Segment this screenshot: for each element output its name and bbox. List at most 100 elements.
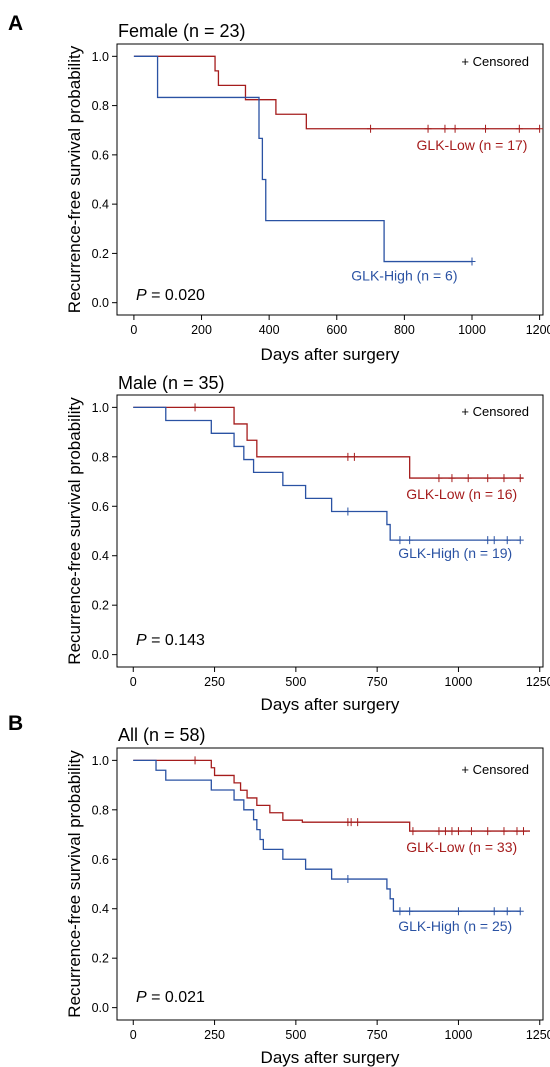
censor-mark-low bbox=[350, 452, 358, 461]
censor-mark-low bbox=[500, 474, 508, 483]
y-tick-label: 0.0 bbox=[92, 1001, 109, 1015]
censor-mark-low bbox=[516, 474, 524, 483]
y-tick-label: 0.4 bbox=[92, 902, 109, 916]
censor-mark-high bbox=[468, 257, 476, 266]
x-tick-label: 0 bbox=[130, 1028, 137, 1042]
censor-mark-low bbox=[191, 756, 199, 765]
censor-mark-low bbox=[451, 124, 459, 133]
y-tick-label: 1.0 bbox=[92, 754, 109, 768]
series-label-low: GLK-Low (n = 33) bbox=[406, 839, 517, 855]
chart-title: Male (n = 35) bbox=[118, 373, 225, 393]
y-tick-label: 0.8 bbox=[92, 99, 109, 113]
chart-title: Female (n = 23) bbox=[118, 21, 246, 41]
plot-frame bbox=[116, 747, 544, 1021]
chart-panel-3: B All (n = 58) 0.0 0.2 0.4 0.6 0.8 1.0 0 250 500 75… bbox=[8, 712, 550, 1067]
censor-mark-low bbox=[484, 827, 492, 836]
y-tick-label: 0.8 bbox=[92, 803, 109, 817]
p-value-number: = 0.143 bbox=[147, 632, 205, 649]
x-tick-label: 250 bbox=[204, 1028, 225, 1042]
y-tick-label: 0.2 bbox=[92, 599, 109, 613]
censor-mark-low bbox=[515, 124, 523, 133]
x-tick-label: 750 bbox=[367, 675, 388, 689]
series-line-high bbox=[133, 55, 472, 263]
x-tick-label: 500 bbox=[285, 675, 306, 689]
y-tick-label: 0.6 bbox=[92, 148, 109, 162]
censor-mark-low bbox=[482, 124, 490, 133]
series-label-high: GLK-High (n = 6) bbox=[351, 268, 457, 284]
x-axis-label: Days after surgery bbox=[261, 695, 400, 714]
x-tick-label: 200 bbox=[191, 323, 212, 337]
y-tick-label: 0.2 bbox=[92, 952, 109, 966]
censor-mark-high bbox=[344, 507, 352, 516]
y-tick-label: 0.0 bbox=[92, 296, 109, 310]
censor-mark-low bbox=[484, 474, 492, 483]
p-symbol: P bbox=[136, 287, 147, 304]
y-tick-label: 0.8 bbox=[92, 450, 109, 464]
y-tick-label: 0.6 bbox=[92, 853, 109, 867]
y-tick-label: 0.4 bbox=[92, 198, 109, 212]
x-tick-label: 1250 bbox=[526, 675, 550, 689]
censor-mark-high bbox=[396, 907, 404, 916]
p-symbol: P bbox=[136, 632, 147, 649]
x-tick-label: 600 bbox=[326, 323, 347, 337]
y-tick-label: 0.0 bbox=[92, 648, 109, 662]
series-label-high: GLK-High (n = 25) bbox=[398, 918, 512, 934]
censor-mark-low bbox=[454, 827, 462, 836]
censor-mark-low bbox=[519, 827, 527, 836]
censor-mark-high bbox=[503, 536, 511, 545]
series-label-high: GLK-High (n = 19) bbox=[398, 545, 512, 561]
p-value-label: P = 0.020 bbox=[136, 287, 205, 304]
plot-frame bbox=[116, 43, 544, 316]
y-tick-label: 1.0 bbox=[92, 50, 109, 64]
chart-title: All (n = 58) bbox=[118, 725, 206, 745]
x-tick-label: 400 bbox=[259, 323, 280, 337]
p-symbol: P bbox=[136, 989, 147, 1006]
censored-legend: + Censored bbox=[461, 404, 529, 419]
censor-mark-high bbox=[454, 907, 462, 916]
censored-legend: + Censored bbox=[461, 762, 529, 777]
x-tick-label: 1250 bbox=[526, 1028, 550, 1042]
censor-mark-high bbox=[406, 907, 414, 916]
x-tick-label: 500 bbox=[285, 1028, 306, 1042]
censor-mark-high bbox=[396, 536, 404, 545]
censor-mark-low bbox=[500, 827, 508, 836]
panel-letter: B bbox=[8, 712, 23, 735]
series-line-high bbox=[133, 759, 521, 912]
censor-mark-low bbox=[409, 827, 417, 836]
series-label-low: GLK-Low (n = 16) bbox=[406, 486, 517, 502]
censor-mark-low bbox=[467, 827, 475, 836]
censor-mark-low bbox=[513, 827, 521, 836]
x-tick-label: 1000 bbox=[445, 1028, 473, 1042]
censor-mark-low bbox=[464, 474, 472, 483]
panel-letter: A bbox=[8, 12, 23, 35]
censor-mark-low bbox=[448, 827, 456, 836]
x-axis-label: Days after surgery bbox=[261, 345, 400, 364]
x-axis-label: Days after surgery bbox=[261, 1048, 400, 1067]
censor-mark-low bbox=[441, 827, 449, 836]
censor-mark-low bbox=[435, 827, 443, 836]
x-tick-label: 0 bbox=[130, 323, 137, 337]
censor-mark-low bbox=[424, 124, 432, 133]
censor-mark-low bbox=[191, 403, 199, 412]
p-value-label: P = 0.021 bbox=[136, 989, 205, 1006]
series-line-low bbox=[133, 406, 524, 479]
x-tick-label: 800 bbox=[394, 323, 415, 337]
p-value-number: = 0.020 bbox=[147, 287, 205, 304]
censor-mark-high bbox=[516, 907, 524, 916]
censor-mark-low bbox=[435, 474, 443, 483]
p-value-label: P = 0.143 bbox=[136, 632, 205, 649]
censor-mark-high bbox=[484, 536, 492, 545]
plot-frame bbox=[116, 394, 544, 668]
y-axis-label: Recurrence-free survival probability bbox=[65, 397, 84, 665]
p-value-number: = 0.021 bbox=[147, 989, 205, 1006]
y-axis-label: Recurrence-free survival probability bbox=[65, 45, 84, 313]
x-tick-label: 1000 bbox=[458, 323, 486, 337]
x-tick-label: 750 bbox=[367, 1028, 388, 1042]
chart-panel-1: A Female (n = 23) 0.0 0.2 0.4 0.6 0.8 1.0 0 200 40… bbox=[8, 12, 550, 364]
series-label-low: GLK-Low (n = 17) bbox=[417, 137, 528, 153]
chart-panel-2: Male (n = 35) 0.0 0.2 0.4 0.6 0.8 1.0 0 250 500 75… bbox=[65, 373, 550, 714]
censor-mark-high bbox=[344, 875, 352, 884]
censor-mark-high bbox=[490, 907, 498, 916]
x-tick-label: 1200 bbox=[526, 323, 550, 337]
